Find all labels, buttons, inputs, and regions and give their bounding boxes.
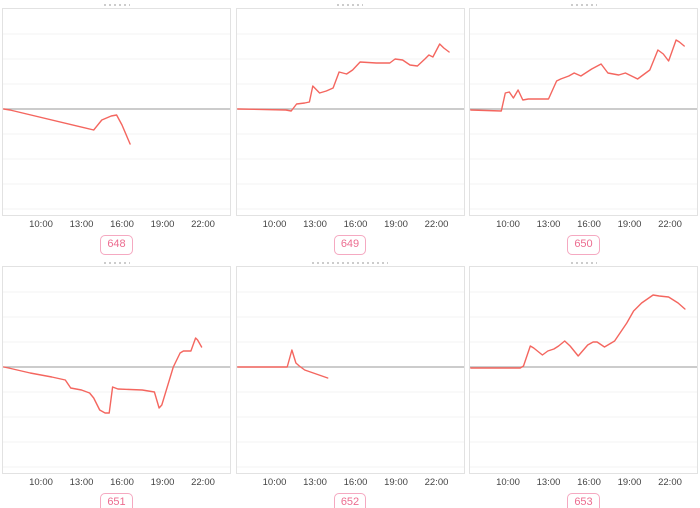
chart-row-top: 10:00 13:00 16:00 19:00 22:00 648 10:00 13:00… (2, 0, 698, 258)
chart-badge-648[interactable]: 648 (100, 235, 133, 255)
badge-row: 650 (567, 232, 600, 258)
clipped-title-remnant (103, 262, 130, 264)
x-tick-label: 10:00 (496, 477, 520, 488)
x-tick-label: 10:00 (29, 219, 53, 230)
x-tick-label: 16:00 (110, 477, 134, 488)
x-axis-ticks: 10:00 13:00 16:00 19:00 22:00 (469, 474, 698, 490)
x-tick-label: 16:00 (343, 477, 368, 488)
line-chart-svg (236, 291, 464, 468)
chart-panel-652: 10:00 13:00 16:00 19:00 22:00 652 (235, 258, 465, 508)
x-tick-label: 13:00 (303, 219, 327, 230)
line-chart-svg (236, 33, 464, 210)
x-tick-label: 19:00 (384, 477, 408, 488)
x-tick-label: 22:00 (424, 219, 449, 230)
x-tick-label: 10:00 (262, 477, 287, 488)
x-axis-ticks: 10:00 13:00 16:00 19:00 22:00 (469, 216, 698, 232)
line-chart-svg (470, 291, 697, 468)
x-tick-label: 16:00 (577, 477, 601, 488)
x-tick-label: 10:00 (262, 219, 287, 230)
x-tick-label: 19:00 (617, 219, 642, 230)
chart-panel-648: 10:00 13:00 16:00 19:00 22:00 648 (2, 0, 231, 258)
badge-row: 648 (100, 232, 133, 258)
x-tick-label: 16:00 (577, 219, 601, 230)
chart-badge-653[interactable]: 653 (567, 493, 600, 508)
chart-badge-650[interactable]: 650 (567, 235, 600, 255)
x-tick-label: 22:00 (424, 477, 449, 488)
x-tick-label: 22:00 (658, 219, 682, 230)
chart-panel-653: 10:00 13:00 16:00 19:00 22:00 653 (469, 258, 698, 508)
x-tick-label: 19:00 (384, 219, 408, 230)
chart-panel-649: 10:00 13:00 16:00 19:00 22:00 649 (235, 0, 465, 258)
clipped-title-remnant (337, 4, 363, 6)
x-tick-label: 19:00 (150, 219, 175, 230)
x-tick-label: 13:00 (536, 219, 561, 230)
badge-row: 653 (567, 490, 600, 508)
badge-row: 649 (333, 232, 367, 258)
x-tick-label: 16:00 (110, 219, 134, 230)
chart-badge-649[interactable]: 649 (333, 235, 367, 255)
x-tick-label: 19:00 (617, 477, 642, 488)
chart-panel-650: 10:00 13:00 16:00 19:00 22:00 650 (469, 0, 698, 258)
line-chart-svg (470, 33, 697, 210)
x-axis-ticks: 10:00 13:00 16:00 19:00 22:00 (2, 216, 231, 232)
line-chart-650[interactable] (469, 8, 698, 216)
line-chart-653[interactable] (469, 266, 698, 474)
x-tick-label: 13:00 (69, 219, 94, 230)
x-tick-label: 22:00 (658, 477, 682, 488)
x-tick-label: 22:00 (191, 477, 215, 488)
line-chart-651[interactable] (2, 266, 231, 474)
x-tick-label: 19:00 (150, 477, 175, 488)
clipped-title-remnant (570, 262, 597, 264)
x-tick-label: 22:00 (191, 219, 215, 230)
x-tick-label: 16:00 (343, 219, 368, 230)
badge-row: 652 (333, 490, 367, 508)
x-axis-ticks: 10:00 13:00 16:00 19:00 22:00 (2, 474, 231, 490)
line-chart-svg (3, 291, 230, 468)
x-tick-label: 10:00 (496, 219, 520, 230)
x-tick-label: 10:00 (29, 477, 53, 488)
clipped-title-remnant (103, 4, 130, 6)
clipped-title-remnant (570, 4, 597, 6)
line-chart-648[interactable] (2, 8, 231, 216)
chart-panel-651: 10:00 13:00 16:00 19:00 22:00 651 (2, 258, 231, 508)
x-tick-label: 13:00 (303, 477, 327, 488)
x-tick-label: 13:00 (69, 477, 94, 488)
chart-badge-652[interactable]: 652 (333, 493, 367, 508)
x-axis-ticks: 10:00 13:00 16:00 19:00 22:00 (236, 474, 465, 490)
x-axis-ticks: 10:00 13:00 16:00 19:00 22:00 (236, 216, 465, 232)
clipped-title-remnant (312, 262, 388, 264)
chart-badge-651[interactable]: 651 (100, 493, 133, 508)
x-tick-label: 13:00 (536, 477, 561, 488)
line-chart-svg (3, 33, 230, 210)
chart-row-bottom: 10:00 13:00 16:00 19:00 22:00 651 10:00 13:00… (0, 258, 700, 508)
line-chart-652[interactable] (235, 266, 465, 474)
badge-row: 651 (100, 490, 133, 508)
line-chart-649[interactable] (235, 8, 465, 216)
